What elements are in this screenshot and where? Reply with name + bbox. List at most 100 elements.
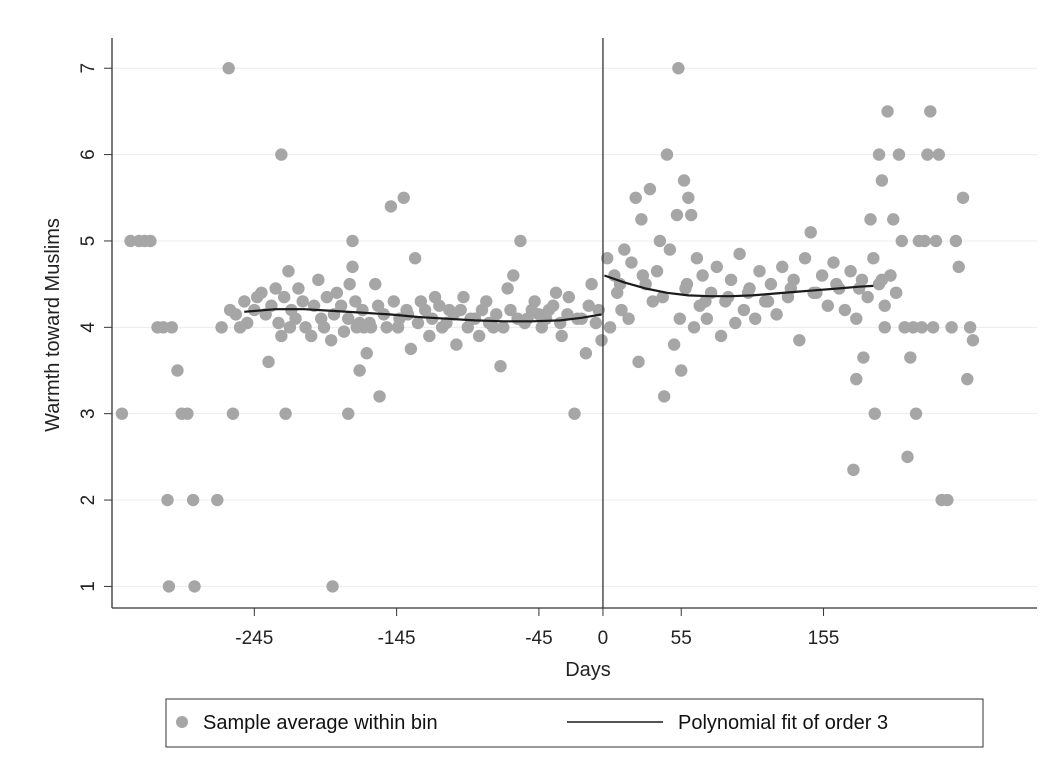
scatter-point: [682, 191, 695, 204]
scatter-point: [279, 407, 292, 420]
scatter-point: [887, 213, 900, 226]
scatter-point: [807, 286, 820, 299]
scatter-point: [643, 182, 657, 196]
scatter-point: [625, 256, 638, 269]
scatter-point: [356, 303, 369, 317]
scatter-point: [906, 321, 920, 334]
scatter-point: [618, 243, 631, 256]
scatter-point: [457, 290, 470, 304]
x-tick-label: -245: [235, 628, 273, 649]
x-tick-label: 55: [671, 628, 692, 649]
scatter-point: [342, 312, 355, 325]
fit-line-segment: [604, 274, 874, 298]
scatter-point: [433, 299, 446, 312]
scatter-point: [468, 312, 482, 325]
fit-lines: [244, 38, 874, 608]
legend-box: [165, 698, 984, 748]
scatter-point: [673, 312, 687, 325]
scatter-point: [761, 295, 775, 308]
scatter-point: [226, 407, 240, 420]
legend-scatter-label: Sample average within bin: [203, 712, 438, 734]
x-tick-label: -45: [525, 628, 552, 649]
scatter-point: [408, 252, 422, 265]
scatter-point: [926, 321, 940, 334]
scatter-point: [861, 290, 874, 304]
scatter-point: [878, 321, 891, 334]
scatter-point: [821, 299, 835, 312]
scatter-point: [296, 295, 309, 308]
y-tick-label: 4: [78, 322, 99, 333]
scatter-point: [423, 329, 436, 343]
scatter-point: [262, 355, 275, 369]
scatter-point: [369, 277, 382, 291]
scatter-point: [144, 234, 157, 248]
scatter-point: [663, 243, 677, 256]
scatter-point: [595, 334, 608, 347]
scatter-point: [186, 493, 200, 507]
scatter-point: [753, 264, 766, 278]
scatter-point: [804, 226, 817, 239]
scatter-point: [729, 316, 742, 330]
scatter-point: [844, 264, 857, 278]
scatter-point: [165, 321, 178, 334]
scatter-point: [497, 321, 510, 334]
scatter-point: [653, 234, 667, 248]
scatter-point: [585, 277, 598, 291]
scatter-point: [875, 174, 889, 187]
scatter-point: [622, 312, 635, 325]
scatter-point: [472, 329, 486, 343]
scatter-point: [776, 260, 789, 274]
scatter-point: [124, 234, 137, 248]
y-tick-label: 7: [78, 63, 99, 74]
scatter-point: [387, 295, 400, 308]
x-tick-label: -145: [378, 628, 416, 649]
scatter-point: [629, 191, 642, 204]
scatter-point: [272, 316, 285, 330]
scatter-point: [461, 321, 474, 334]
scatter-point: [941, 493, 954, 507]
scatter-point: [656, 290, 669, 304]
scatter-point: [555, 329, 568, 343]
scatter-point: [857, 351, 870, 364]
scatter-point: [275, 148, 288, 161]
scatter-point: [380, 321, 393, 334]
scatter-point: [850, 372, 863, 386]
scatter-point: [764, 277, 778, 291]
scatter-point: [549, 286, 563, 299]
scatter-point: [349, 295, 362, 308]
scatter-point: [898, 321, 911, 334]
scatter-point: [924, 105, 937, 118]
scatter-point: [884, 269, 897, 282]
scatter-point: [901, 450, 914, 464]
scatter-point: [601, 252, 614, 265]
scatter-point: [672, 62, 685, 75]
scatter-point: [918, 234, 931, 248]
scatter-point: [724, 273, 738, 287]
scatter-point: [932, 148, 946, 161]
scatter-point: [346, 234, 359, 248]
scatter-point: [275, 329, 288, 343]
scatter-point: [579, 347, 593, 360]
y-tick-label: 5: [78, 236, 99, 247]
axes: [104, 38, 1037, 616]
scatter-point: [223, 303, 237, 317]
scatter-point: [411, 316, 425, 330]
scatter-point: [337, 325, 351, 338]
scatter-point: [314, 312, 328, 325]
scatter-point: [277, 290, 291, 304]
scatter-point: [454, 303, 467, 317]
scatter-point: [684, 208, 698, 222]
scatter-point: [282, 264, 295, 278]
scatter-point: [404, 342, 418, 356]
scatter-point: [963, 321, 977, 334]
scatter-point: [384, 200, 398, 213]
scatter-point: [945, 321, 958, 334]
scatter-point: [539, 312, 553, 325]
y-axis-title: Warmth toward Muslims: [42, 218, 64, 432]
y-tick-label: 6: [78, 149, 99, 160]
scatter-point: [501, 282, 514, 295]
scatter-point: [504, 303, 517, 317]
scatter-point: [892, 148, 906, 161]
scatter-point: [696, 269, 709, 282]
scatter-point: [373, 390, 386, 403]
